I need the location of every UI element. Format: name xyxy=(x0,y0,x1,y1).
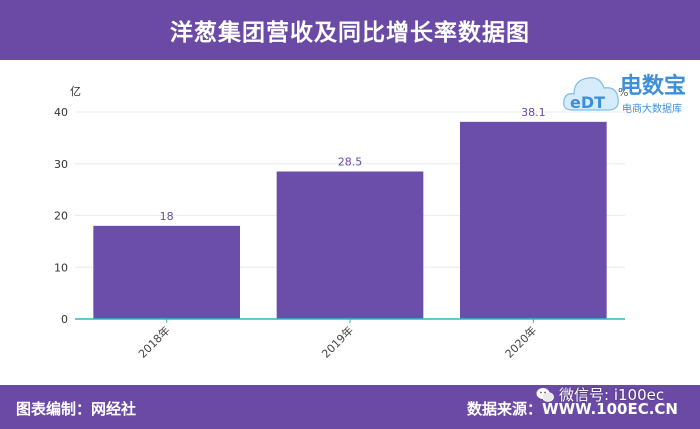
header-bar: 洋葱集团营收及同比增长率数据图 xyxy=(0,0,700,60)
bar xyxy=(93,225,240,319)
y2-axis-label: % xyxy=(618,86,628,99)
cloud-icon: eDT xyxy=(563,77,619,112)
data-label: 38.1 xyxy=(521,106,546,119)
bars xyxy=(93,121,607,319)
y-tick-label: 40 xyxy=(54,106,68,119)
footer-source: 数据来源：WWW.100EC.CN xyxy=(467,400,678,418)
data-label: 28.5 xyxy=(338,156,363,169)
edt-logo: eDT 电数宝 电商大数据库 xyxy=(560,64,695,124)
page-title: 洋葱集团营收及同比增长率数据图 xyxy=(170,20,530,46)
x-tick-label: 2020年 xyxy=(502,323,539,360)
y-tick-label: 10 xyxy=(54,261,68,274)
logo-text: eDT xyxy=(570,93,605,112)
x-tick-label: 2019年 xyxy=(319,323,356,360)
x-tick-label: 2018年 xyxy=(135,323,172,360)
y-tick-label: 20 xyxy=(54,210,68,223)
y-axis-label: 亿 xyxy=(70,85,81,98)
y-tick-label: 0 xyxy=(61,313,68,326)
data-label: 18 xyxy=(160,210,174,223)
brand-subtitle: 电商大数据库 xyxy=(622,104,682,115)
footer-bar: 图表编制：网经社 数据来源：WWW.100EC.CN xyxy=(0,385,700,429)
bar xyxy=(276,171,424,319)
y-axis-ticks: 0 10 20 30 40 xyxy=(54,106,68,326)
bar xyxy=(460,121,607,319)
brand-name: 电数宝 xyxy=(620,74,687,99)
footer-compiler: 图表编制：网经社 xyxy=(16,400,137,418)
wechat-id: 微信号: i100ec xyxy=(559,386,665,404)
wechat-watermark: 微信号: i100ec xyxy=(536,384,664,405)
data-labels: 18 28.5 38.1 xyxy=(160,106,546,223)
y-tick-label: 30 xyxy=(54,158,68,171)
x-axis-ticks: 2018年 2019年 2020年 xyxy=(135,319,539,361)
bar-chart: 0 10 20 30 40 亿 % 18 28.5 38.1 2018年 2019年 2020年 xyxy=(54,85,628,361)
wechat-icon xyxy=(536,387,554,402)
